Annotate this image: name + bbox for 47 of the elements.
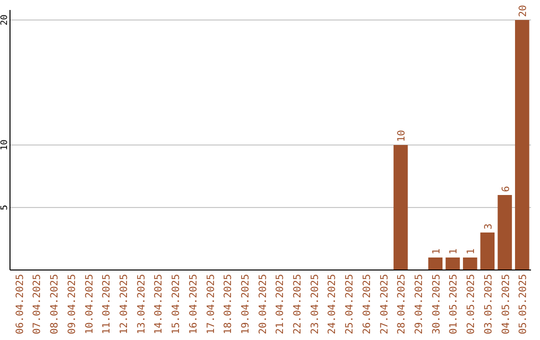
bar: [446, 258, 460, 270]
y-tick-label: 20: [0, 14, 10, 26]
x-tick-label: 01.05.2025: [448, 274, 460, 334]
data-label: 20: [518, 4, 530, 17]
x-tick-label: 07.04.2025: [32, 274, 44, 334]
data-label: 6: [500, 186, 512, 192]
y-tick-label: 10: [0, 140, 10, 150]
x-tick-label: 05.05.2025: [518, 274, 530, 334]
data-label: 10: [396, 130, 408, 142]
bar: [462, 258, 478, 270]
x-tick-label: 02.05.2025: [466, 274, 478, 334]
data-label: 1: [431, 248, 442, 254]
x-tick-label: 12.04.2025: [118, 274, 130, 334]
bar: [498, 195, 512, 270]
x-tick-label: 27.04.2025: [379, 274, 390, 334]
x-tick-label: 24.04.2025: [327, 274, 338, 334]
x-tick-label: 25.04.2025: [344, 274, 356, 334]
x-tick-label: 14.04.2025: [154, 274, 165, 334]
y-tick-label: 5: [0, 204, 10, 210]
bar: [480, 232, 495, 270]
x-tick-label: 30.04.2025: [431, 274, 442, 334]
data-label: 1: [448, 248, 460, 254]
x-tick-label: 15.04.2025: [171, 274, 182, 334]
x-tick-label: 29.04.2025: [414, 274, 426, 334]
x-tick-label: 03.05.2025: [483, 274, 494, 334]
data-label: 3: [483, 223, 494, 230]
x-tick-label: 09.04.2025: [66, 274, 78, 334]
x-tick-label: 08.04.2025: [50, 274, 61, 334]
bar: [428, 258, 442, 270]
data-label: 1: [466, 248, 478, 254]
x-tick-label: 16.04.2025: [188, 274, 200, 334]
x-tick-label: 10.04.2025: [84, 274, 96, 334]
bar: [394, 145, 408, 270]
x-tick-label: 23.04.2025: [310, 274, 321, 334]
x-tick-label: 21.04.2025: [275, 274, 286, 334]
x-tick-label: 18.04.2025: [223, 274, 234, 334]
x-tick-label: 28.04.2025: [396, 274, 408, 334]
x-tick-label: 17.04.2025: [206, 274, 217, 334]
x-tick-label: 20.04.2025: [258, 274, 269, 334]
x-tick-label: 22.04.2025: [292, 274, 304, 334]
x-tick-label: 06.04.2025: [14, 274, 26, 334]
x-tick-label: 11.04.2025: [102, 274, 113, 334]
x-tick-label: 04.05.2025: [500, 274, 512, 334]
x-tick-label: 13.04.2025: [136, 274, 148, 334]
x-tick-label: 19.04.2025: [240, 274, 252, 334]
bar: [515, 20, 530, 270]
x-tick-label: 26.04.2025: [362, 274, 373, 334]
